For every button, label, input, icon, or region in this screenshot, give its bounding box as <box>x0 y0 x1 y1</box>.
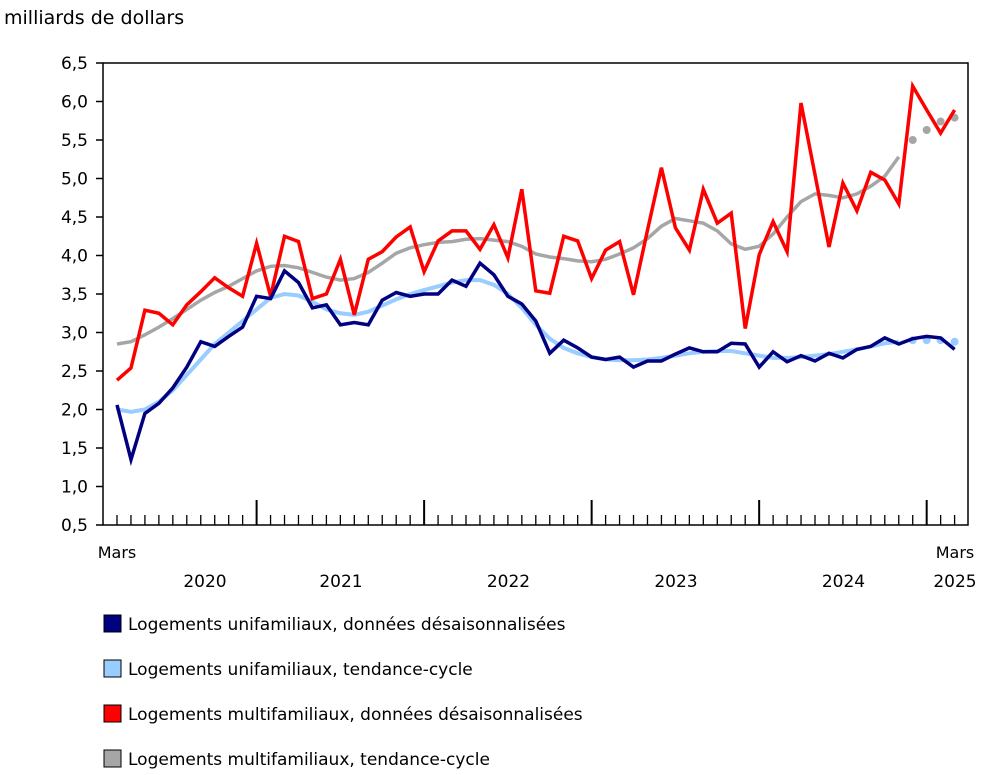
x-year-label: 2021 <box>319 572 362 592</box>
y-tick-label: 3,0 <box>61 324 88 344</box>
legend-swatch <box>103 749 122 768</box>
x-start-month-label: Mars <box>98 543 137 562</box>
projected-point <box>922 125 931 134</box>
x-end-month-label: Mars <box>936 543 975 562</box>
projected-point <box>950 337 959 346</box>
series-line <box>116 278 900 414</box>
x-year-label: 2023 <box>654 572 697 592</box>
legend-label: Logements unifamiliaux, tendance-cycle <box>128 660 473 680</box>
x-year-label: 2025 <box>933 572 976 592</box>
series-line <box>115 260 956 467</box>
y-tick-label: 3,5 <box>61 285 88 305</box>
projected-point <box>936 117 945 126</box>
y-tick-label: 1,0 <box>61 478 88 498</box>
y-axis-label: milliards de dollars <box>4 7 184 29</box>
y-tick-label: 2,5 <box>61 362 88 382</box>
plot-frame <box>102 62 969 526</box>
y-tick-label: 2,0 <box>61 401 88 421</box>
projected-point <box>908 136 917 144</box>
y-tick-label: 4,0 <box>61 247 88 267</box>
legend-label: Logements unifamiliaux, données désaison… <box>128 615 566 635</box>
x-year-label: 2020 <box>183 572 226 592</box>
y-tick-label: 0,5 <box>61 516 88 536</box>
y-tick-label: 5,5 <box>61 131 88 151</box>
series-line <box>115 80 957 382</box>
x-year-label: 2024 <box>822 572 865 592</box>
legend-swatch <box>103 704 122 723</box>
y-tick-label: 4,5 <box>61 208 88 228</box>
y-tick-label: 1,5 <box>61 439 88 459</box>
legend-swatch <box>103 659 122 678</box>
y-tick-label: 6,0 <box>61 93 88 113</box>
legend-label: Logements multifamiliaux, tendance-cycle <box>128 750 490 770</box>
x-year-label: 2022 <box>487 572 530 592</box>
legend-swatch <box>103 614 122 633</box>
y-tick-label: 5,0 <box>61 170 88 190</box>
y-tick-label: 6,5 <box>61 54 88 74</box>
legend-label: Logements multifamiliaux, données désais… <box>128 705 583 725</box>
